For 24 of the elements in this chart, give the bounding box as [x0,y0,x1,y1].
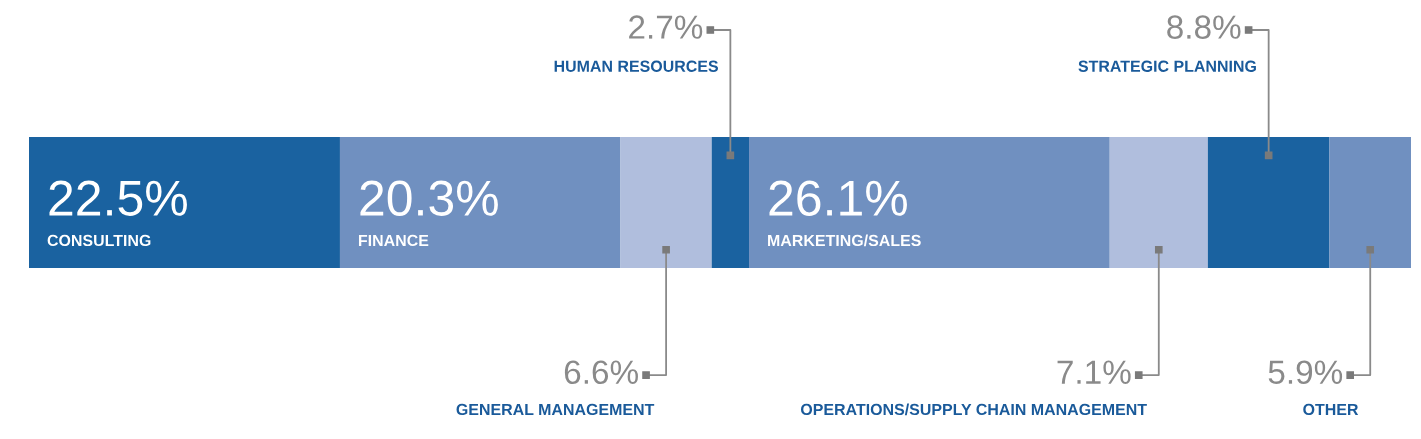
data-label: 6.6% [564,360,638,385]
annotation: MARKETING/SALES [768,234,921,247]
annotation: CONSULTING [47,234,151,247]
data-label: 8.8% [1167,15,1241,39]
bar [339,137,621,269]
bar [711,137,750,269]
text: OTHER [1303,403,1359,416]
data-label: 2.7% [629,15,703,39]
data-label: 22.5% [49,180,187,216]
data-label: 20.3% [360,180,498,216]
bar [1329,137,1411,269]
data-label: 7.1% [1057,360,1131,384]
text: HUMAN RESOURCES [554,60,718,72]
text: GENERAL MANAGEMENT [456,403,655,416]
bar [1109,137,1208,269]
annotation: FINANCE [358,234,429,247]
data-label: 26.1% [769,180,907,216]
bar [749,137,1110,269]
text: OPERATIONS/SUPPLY CHAIN MANAGEMENT [800,403,1147,416]
bar [1207,137,1330,269]
bar [620,137,712,269]
data-label: 5.9% [1268,360,1343,385]
text: STRATEGIC PLANNING [1078,60,1256,72]
bar [29,137,340,269]
